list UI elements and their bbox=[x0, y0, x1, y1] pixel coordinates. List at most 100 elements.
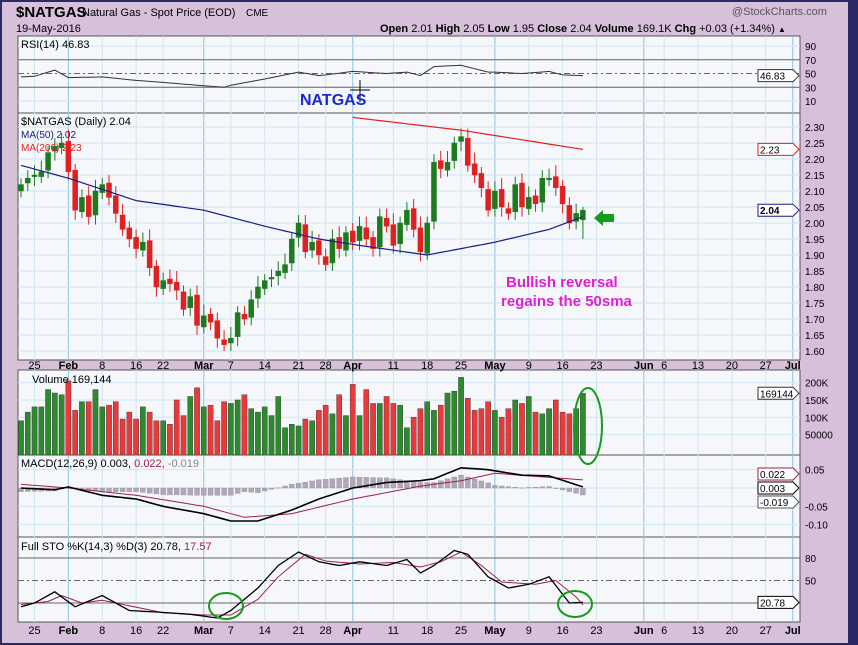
x-tick-label-top: 14 bbox=[259, 360, 271, 372]
macd-hist-tag-text: -0.019 bbox=[760, 498, 789, 509]
watermark: @StockCharts.com bbox=[732, 6, 827, 18]
x-tick-label-top: Jul bbox=[785, 360, 801, 372]
macd-histogram-bar bbox=[180, 487, 187, 496]
candle-body bbox=[58, 142, 65, 149]
volume-bar bbox=[309, 420, 315, 456]
macd-histogram-bar bbox=[343, 477, 349, 489]
panel-sto bbox=[17, 536, 801, 623]
volume-bar bbox=[322, 404, 329, 456]
macd-histogram-bar bbox=[106, 487, 112, 492]
macd-histogram-bar bbox=[282, 485, 288, 489]
candle-body bbox=[187, 296, 193, 309]
price-axis-label: 1.85 bbox=[805, 267, 825, 278]
candle-body bbox=[180, 291, 187, 310]
macd-histogram-bar bbox=[431, 482, 437, 489]
macd-histogram-bar bbox=[255, 487, 261, 493]
x-tick-label-bottom: 8 bbox=[99, 625, 105, 637]
macd-histogram-bar bbox=[316, 479, 322, 489]
volume-value-tag-box bbox=[757, 386, 800, 400]
candle-body bbox=[275, 270, 282, 277]
candle-body bbox=[255, 286, 261, 299]
macd-label: MACD(12,26,9) 0.003, 0.022, -0.019 bbox=[21, 458, 199, 470]
macd-value-tag: 0.003 bbox=[757, 481, 800, 495]
x-tick-label-top: 27 bbox=[760, 360, 772, 372]
high-label: High bbox=[435, 23, 461, 35]
candle-body bbox=[377, 216, 383, 248]
candle-body bbox=[559, 185, 566, 205]
x-tick-label-bottom: 21 bbox=[292, 625, 304, 637]
volume-bar bbox=[173, 399, 180, 456]
volume-bar bbox=[31, 406, 38, 456]
volume-bar bbox=[525, 396, 532, 456]
macd-histogram-bar bbox=[573, 487, 579, 494]
volume-bar bbox=[377, 403, 383, 456]
candle-body bbox=[485, 189, 491, 211]
volume-bar bbox=[329, 413, 336, 456]
macd-histogram-bar bbox=[79, 487, 85, 489]
macd-histogram-bar bbox=[268, 487, 275, 490]
volume-bar bbox=[505, 408, 512, 456]
macd-histogram-bar bbox=[580, 487, 586, 496]
x-tick-label-bottom: 7 bbox=[228, 625, 234, 637]
volume-bar bbox=[343, 415, 349, 456]
candle-body bbox=[498, 189, 505, 208]
price-axis-label: 2.00 bbox=[805, 219, 825, 230]
x-tick-label-top: 23 bbox=[590, 360, 602, 372]
stock-chart[interactable]: 25 25 Feb Feb 8 8 16 16 22 22 Mar Mar 7 7 14 14 21 21 28 28… bbox=[2, 2, 848, 643]
candle-body bbox=[519, 182, 525, 208]
macd-histogram-bar bbox=[309, 480, 315, 489]
macd-histogram-bar bbox=[532, 487, 539, 489]
sto-k-tag-box bbox=[757, 595, 800, 609]
macd-histogram-bar bbox=[458, 475, 464, 489]
open-value: 2.01 bbox=[411, 23, 433, 35]
candle-body bbox=[404, 209, 410, 225]
volume-bar bbox=[302, 418, 309, 456]
low-label: Low bbox=[487, 23, 510, 35]
candle-body bbox=[451, 142, 458, 161]
x-tick-label-bottom: Mar bbox=[194, 625, 214, 637]
volume-bar bbox=[221, 401, 227, 456]
candle-body bbox=[390, 224, 397, 246]
candle-body bbox=[38, 171, 45, 177]
volume-bar bbox=[187, 396, 194, 456]
price-axis-label: 1.80 bbox=[805, 283, 825, 294]
macd-histogram-bar bbox=[201, 487, 207, 496]
macd-histogram-bar bbox=[336, 477, 342, 489]
volume-bar bbox=[200, 406, 207, 456]
macd-histogram-bar bbox=[471, 478, 478, 489]
ma200-value-tag-box bbox=[757, 142, 800, 156]
x-tick-label-top: 25 bbox=[455, 360, 467, 372]
x-tick-label-bottom: May bbox=[484, 625, 506, 637]
volume-bar bbox=[106, 404, 112, 456]
macd-histogram-bar bbox=[390, 478, 397, 489]
macd-histogram-bar bbox=[302, 481, 308, 489]
volume-label: Volume 169,144 bbox=[32, 374, 112, 386]
volume-bar bbox=[58, 394, 65, 456]
candle-body bbox=[343, 232, 349, 251]
rsi-axis-label: 10 bbox=[805, 97, 817, 108]
macd-histogram-bar bbox=[262, 487, 268, 492]
volume-bar bbox=[498, 417, 505, 456]
macd-hist-tag: -0.019 bbox=[757, 495, 800, 509]
candle-body bbox=[201, 315, 207, 328]
candle-body bbox=[356, 225, 363, 241]
macd-histogram-bar bbox=[126, 487, 132, 492]
ma50-line bbox=[20, 164, 584, 256]
x-tick-label-bottom: 28 bbox=[320, 625, 332, 637]
reversal-annotation-line2: regains the 50sma bbox=[501, 293, 632, 310]
candle-body bbox=[553, 176, 559, 189]
volume-bar bbox=[282, 427, 288, 456]
macd-axis-label: -0.05 bbox=[805, 502, 828, 513]
macd-line bbox=[20, 466, 584, 522]
candle-body bbox=[45, 152, 51, 171]
macd-value: 0.003, bbox=[100, 458, 132, 470]
volume-bar bbox=[437, 404, 444, 456]
candle-body bbox=[160, 280, 166, 289]
volume-bar bbox=[112, 401, 119, 456]
x-tick-label-bottom: 20 bbox=[726, 625, 738, 637]
volume-value-tag-text: 169144 bbox=[760, 389, 794, 400]
x-tick-label-top: 22 bbox=[157, 360, 169, 372]
volume-bar bbox=[316, 410, 322, 456]
candle-body bbox=[52, 145, 58, 152]
candle-body bbox=[85, 195, 92, 217]
